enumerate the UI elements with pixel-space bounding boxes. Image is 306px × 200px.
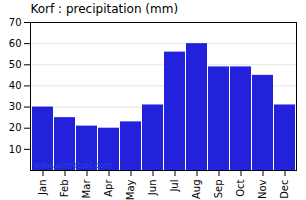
- svg-text:Dec: Dec: [279, 180, 290, 199]
- svg-text:Korf : precipitation (mm): Korf : precipitation (mm): [31, 2, 179, 16]
- svg-text:20: 20: [9, 122, 22, 133]
- svg-text:Feb: Feb: [59, 180, 70, 198]
- svg-text:10: 10: [9, 144, 22, 155]
- svg-text:Mar: Mar: [81, 179, 92, 199]
- svg-text:Apr: Apr: [103, 179, 114, 197]
- svg-text:30: 30: [9, 101, 22, 112]
- svg-text:Aug: Aug: [191, 180, 202, 200]
- svg-text:Jan: Jan: [37, 180, 48, 196]
- svg-text:60: 60: [9, 38, 22, 49]
- svg-text:50: 50: [9, 59, 22, 70]
- svg-text:70: 70: [9, 17, 22, 28]
- svg-text:Jun: Jun: [147, 180, 158, 197]
- svg-text:Jul: Jul: [169, 180, 180, 193]
- svg-text:Nov: Nov: [257, 179, 268, 199]
- svg-text:www.allmetsat.com: www.allmetsat.com: [34, 161, 113, 170]
- svg-text:Sep: Sep: [213, 180, 224, 199]
- svg-text:40: 40: [9, 80, 22, 91]
- svg-text:May: May: [125, 179, 136, 200]
- svg-text:Oct: Oct: [235, 179, 246, 196]
